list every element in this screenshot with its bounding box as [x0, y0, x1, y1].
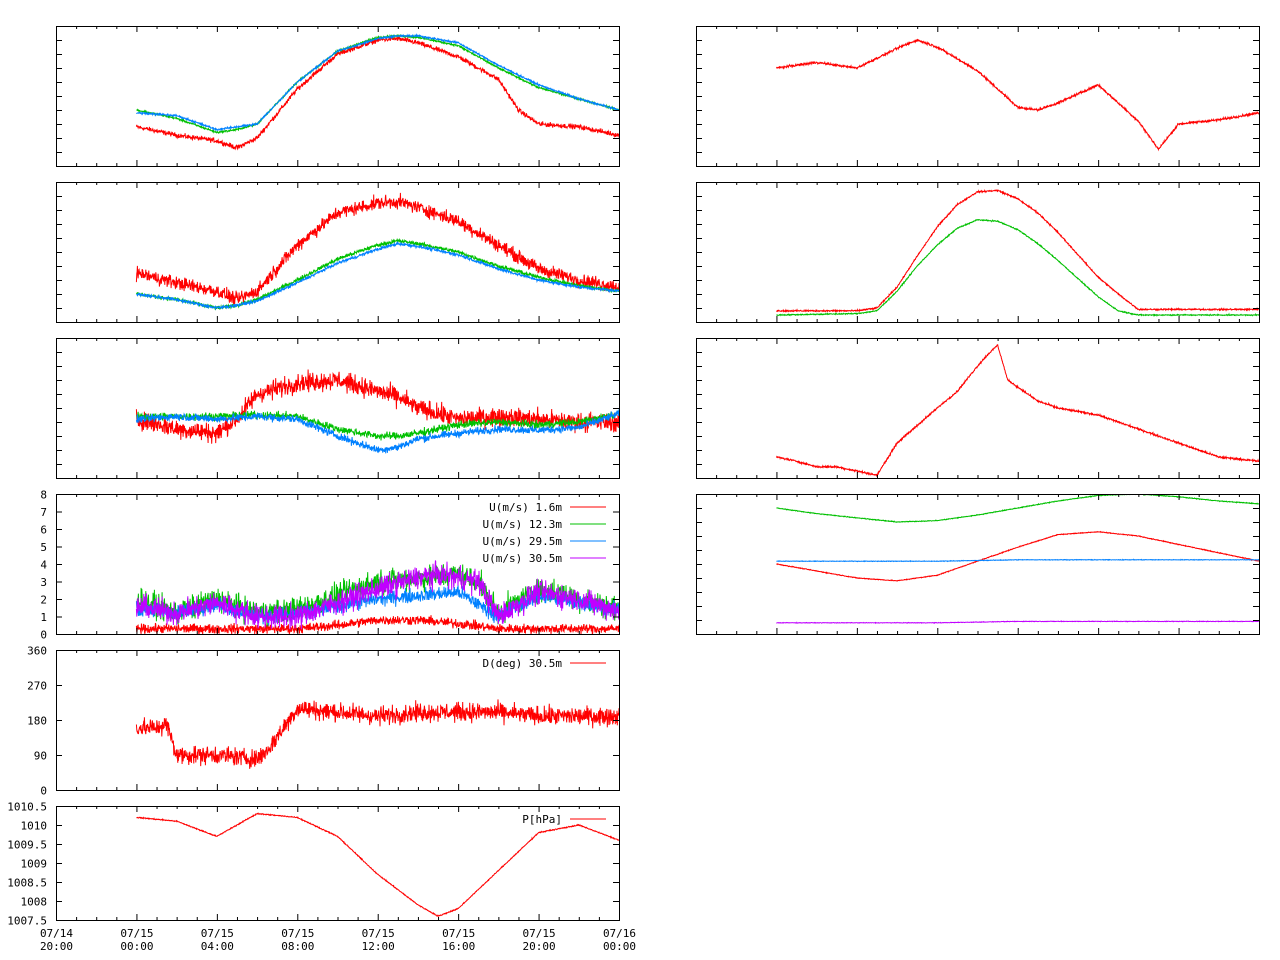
- y-tick-label: 2: [40, 594, 47, 607]
- y-tick-label: 270: [27, 680, 47, 693]
- plot-frame: [696, 26, 1260, 167]
- series-line-u-m-s-30-5m: [135, 560, 619, 630]
- x-tick-label: 12:00: [362, 940, 395, 953]
- x-tick-label: 07/14: [40, 927, 73, 940]
- x-tick-label: 00:00: [603, 940, 636, 953]
- y-tick-label: 1010: [21, 820, 48, 833]
- chart-panel-right-3: [696, 338, 1260, 479]
- y-tick-label: 1008.5: [7, 877, 47, 890]
- y-tick-label: 7: [40, 506, 47, 519]
- legend-label: U(m/s) 1.6m: [489, 501, 562, 514]
- chart-panel-left-6: 1007.5 1008 1008.5 1009 1009.5 1010 1010.5 P[hP…: [7, 801, 620, 928]
- chart-panel-left-1: [56, 26, 620, 167]
- x-tick-label: 16:00: [442, 940, 475, 953]
- x-tick-label: 07/15: [362, 927, 395, 940]
- y-tick-label: 8: [40, 489, 47, 502]
- x-tick-label: 04:00: [201, 940, 234, 953]
- plot-frame: [696, 182, 1260, 323]
- series-line-red: [135, 192, 619, 306]
- y-tick-label: 1007.5: [7, 915, 47, 928]
- y-tick-label: 6: [40, 524, 47, 537]
- chart-panel-right-4: [696, 494, 1260, 635]
- series-line-green: [776, 494, 1259, 523]
- chart-panel-left-2: [56, 182, 620, 323]
- series-line-p-hpa-: [136, 812, 619, 918]
- x-tick-label: 20:00: [40, 940, 73, 953]
- y-tick-label: 1008: [21, 896, 48, 909]
- y-tick-label: 1: [40, 611, 47, 624]
- series-line-d-deg-30-5m: [135, 699, 619, 769]
- chart-panel-right-1: [696, 26, 1260, 167]
- y-tick-label: 180: [27, 715, 47, 728]
- series-line-purple: [776, 620, 1259, 625]
- y-tick-label: 1009.5: [7, 839, 47, 852]
- y-tick-label: 4: [40, 559, 47, 572]
- x-tick-label: 07/15: [201, 927, 234, 940]
- y-tick-label: 360: [27, 645, 47, 658]
- series-line-green: [136, 410, 619, 441]
- series-line-green: [776, 218, 1259, 317]
- legend-label: U(m/s) 12.3m: [483, 518, 563, 531]
- chart-panel-right-2: [696, 182, 1260, 323]
- chart-panel-left-3: [56, 338, 620, 479]
- x-tick-label: 20:00: [523, 940, 556, 953]
- series-line-green: [136, 33, 619, 135]
- series-line-blue: [136, 240, 619, 311]
- y-tick-label: 1009: [21, 858, 48, 871]
- series-line-red: [776, 530, 1259, 582]
- plot-frame: [56, 26, 620, 167]
- x-tick-label: 07/16: [603, 927, 636, 940]
- series-line-red: [775, 344, 1259, 478]
- chart-panel-left-4: 0 1 2 3 4 5 6 7 8 U(m/s) 1.6m U(m/s) 12.3m U(m/s) 2…: [40, 489, 620, 642]
- series-line-blue: [776, 558, 1259, 563]
- legend-label: U(m/s) 30.5m: [483, 552, 563, 565]
- y-tick-label: 1010.5: [7, 801, 47, 814]
- x-tick-label: 07/15: [442, 927, 475, 940]
- x-tick-label: 07/15: [523, 927, 556, 940]
- series-line-u-m-s-1-6m: [135, 615, 619, 634]
- series-line-blue: [135, 409, 619, 454]
- y-tick-label: 0: [40, 629, 47, 642]
- series-line-red: [775, 38, 1259, 152]
- x-tick-label: 00:00: [120, 940, 153, 953]
- chart-panel-left-5: 0 90 180 270 360 D(deg) 30.5m: [27, 645, 620, 798]
- series-line-red: [135, 35, 619, 151]
- series-line-red: [135, 369, 619, 444]
- series-line-blue: [136, 33, 619, 132]
- x-tick-label: 07/15: [120, 927, 153, 940]
- y-tick-label: 0: [40, 785, 47, 798]
- series-line-red: [776, 189, 1259, 313]
- legend-label: D(deg) 30.5m: [483, 657, 563, 670]
- legend-label: U(m/s) 29.5m: [483, 535, 563, 548]
- plot-frame: [56, 182, 620, 323]
- x-tick-label: 08:00: [281, 940, 314, 953]
- plot-frame: [56, 338, 620, 479]
- x-tick-label: 07/15: [281, 927, 314, 940]
- y-tick-label: 5: [40, 541, 47, 554]
- y-tick-label: 3: [40, 576, 47, 589]
- y-tick-label: 90: [34, 750, 47, 763]
- legend-label: P[hPa]: [522, 813, 562, 826]
